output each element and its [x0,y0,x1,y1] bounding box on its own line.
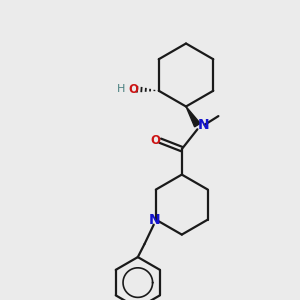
Polygon shape [186,106,200,127]
Text: H: H [117,84,126,94]
Text: N: N [197,118,209,132]
Text: O: O [128,83,138,96]
Text: O: O [150,134,161,147]
Text: N: N [149,213,161,227]
